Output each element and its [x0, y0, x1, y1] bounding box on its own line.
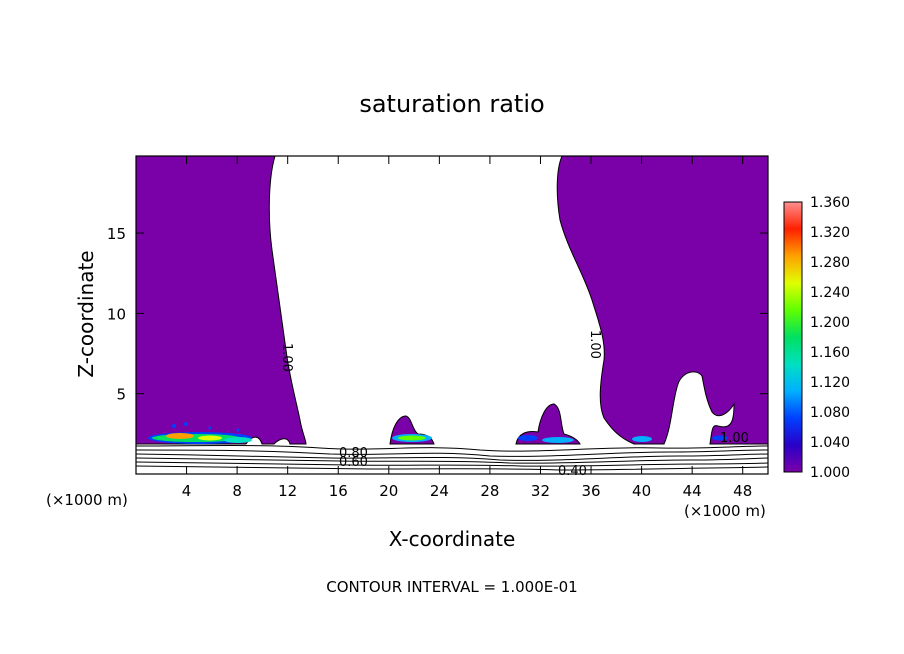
contour-label-right: 1.00: [587, 330, 602, 359]
x-unit-label-right: (×1000 m): [684, 502, 766, 520]
x-tick-label: 40: [632, 482, 651, 500]
colorbar-label: 1.160: [810, 345, 850, 361]
colorbar-label: 1.280: [810, 255, 850, 271]
saturated-region-left: [136, 156, 307, 445]
x-tick-label: 16: [329, 482, 348, 500]
colorbar: [783, 201, 803, 473]
x-tick-label: 28: [480, 482, 499, 500]
x-tick-label: 44: [683, 482, 702, 500]
colorbar-label: 1.040: [810, 435, 850, 451]
x-axis-title: X-coordinate: [389, 527, 516, 551]
x-tick-labels: 4 8 12 16 20 24 28 32 36 40 44 48: [182, 482, 752, 500]
y-axis-ticks: [136, 232, 768, 395]
x-tick-label: 20: [379, 482, 398, 500]
contour-label-0-40: 0.40: [558, 464, 587, 479]
x-tick-label: 32: [531, 482, 550, 500]
x-tick-label: 4: [182, 482, 192, 500]
x-axis-ticks: [186, 156, 744, 474]
y-axis-title: Z-coordinate: [74, 250, 98, 377]
x-tick-label: 48: [733, 482, 752, 500]
x-unit-label-left: (×1000 m): [46, 491, 128, 509]
contour-interval-note: CONTOUR INTERVAL = 1.000E-01: [326, 578, 577, 596]
contour-label-0-60: 0.60: [339, 455, 368, 470]
colorbar-label: 1.120: [810, 375, 850, 391]
chart-title: saturation ratio: [359, 90, 544, 118]
colorbar-label: 1.200: [810, 315, 850, 331]
x-tick-label: 24: [430, 482, 449, 500]
colorbar-label: 1.360: [810, 195, 850, 211]
colorbar-labels: 1.360 1.320 1.280 1.240 1.200 1.160 1.120 1.080…: [810, 195, 850, 481]
x-tick-label: 36: [581, 482, 600, 500]
saturated-region-right: [556, 156, 768, 445]
colorbar-label: 1.320: [810, 225, 850, 241]
x-tick-label: 8: [232, 482, 242, 500]
plot-frame: [135, 155, 769, 475]
contour-label-surface: 1.00: [720, 431, 749, 446]
heatmap-field: [136, 156, 768, 474]
contour-label-0-80: 0.80: [339, 446, 368, 461]
plume-left-edge: [136, 380, 142, 404]
y-tick-label: 10: [107, 305, 126, 323]
colorbar-label: 1.240: [810, 285, 850, 301]
y-tick-labels: 5 10 15: [107, 225, 126, 404]
y-tick-label: 5: [116, 386, 126, 404]
plume-32: [515, 403, 581, 445]
surface-maxima: [148, 422, 728, 444]
contour-label-left: 1.00: [279, 343, 294, 372]
x-tick-label: 12: [278, 482, 297, 500]
contour-lines: [136, 445, 768, 471]
y-tick-label: 15: [107, 225, 126, 243]
colorbar-label: 1.000: [810, 465, 850, 481]
colorbar-label: 1.080: [810, 405, 850, 421]
